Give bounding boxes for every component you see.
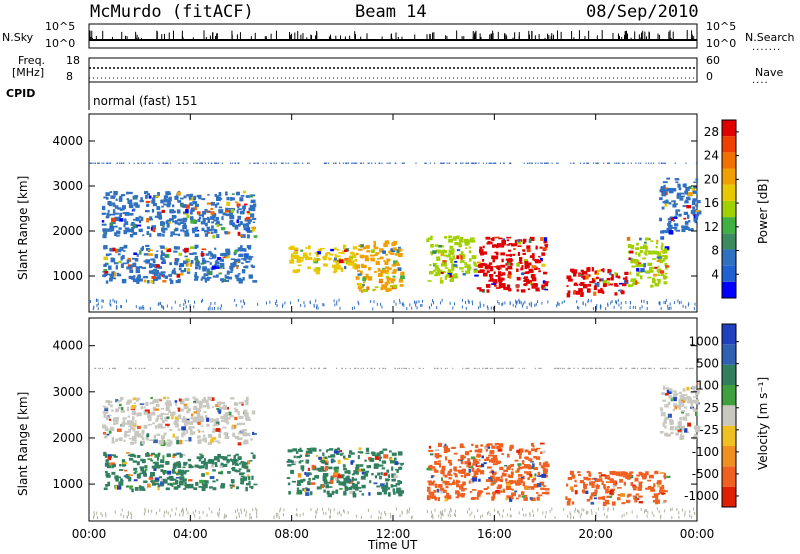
- x-tick-label: 00:00: [72, 527, 107, 541]
- y-tick-label: 1000: [52, 477, 83, 491]
- colorbar-segment: [722, 233, 736, 250]
- colorbar-segment: [722, 364, 736, 385]
- colorbar-frame: [721, 323, 737, 508]
- colorbar-segment: [722, 168, 736, 185]
- colorbar-tick-label: 12: [704, 220, 719, 234]
- colorbar-segment: [722, 217, 736, 234]
- nsearch-label: N.Search: [745, 31, 795, 44]
- y-tick-label: 4000: [52, 339, 83, 353]
- station-title: McMurdo (fitACF): [90, 2, 254, 22]
- nave-label: Nave: [755, 66, 784, 79]
- colorbar-segment: [722, 466, 736, 487]
- colorbar-segment: [722, 200, 736, 218]
- colorbar-tick-label: -100: [692, 445, 719, 459]
- velocity-panel: 1000 2000 3000 4000: [52, 317, 701, 522]
- nsky-strip: [88, 23, 698, 49]
- colorbar-tick-label: -500: [692, 467, 719, 481]
- colorbar-tick-label: 24: [704, 149, 719, 163]
- colorbar-tick-label: 100: [696, 379, 719, 393]
- x-tick-label: 16:00: [477, 527, 512, 541]
- x-tick-label: 00:00: [680, 527, 715, 541]
- colorbar-segment: [722, 425, 736, 446]
- nsearch-tick-bottom: 10^0: [706, 37, 737, 50]
- freq-label-2: [MHz]: [12, 66, 45, 79]
- colorbar-tick-label: 500: [696, 357, 719, 371]
- date-title: 08/Sep/2010: [586, 2, 699, 22]
- colorbar-segment: [722, 385, 736, 406]
- freq-tick-top: 18: [66, 54, 80, 67]
- time-axis: 00:00 04:00 08:00 12:00 16:00 20:00 00:00: [72, 114, 715, 541]
- colorbar-segment: [722, 281, 736, 298]
- colorbar-frame: [721, 119, 737, 299]
- colorbar-segment: [722, 405, 736, 426]
- colorbar-tick-label: -1000: [684, 489, 719, 503]
- y-tick-label: 4000: [52, 134, 83, 148]
- nsky-label: N.Sky: [2, 31, 34, 44]
- colorbar-tick-label: -25: [699, 423, 719, 437]
- y-tick-label: 3000: [52, 385, 83, 399]
- x-tick-label: 08:00: [274, 527, 309, 541]
- power-colorbar: 4 8 12 16 20 24 28: [704, 119, 739, 299]
- y-tick-label: 2000: [52, 224, 83, 238]
- colorbar-segment: [722, 120, 736, 137]
- colorbar-segment: [722, 265, 736, 282]
- nave-tick-top: 60: [706, 54, 720, 67]
- nsky-tick-bottom: 10^0: [45, 37, 76, 50]
- colorbar-segment: [722, 184, 736, 201]
- x-tick-label: 12:00: [376, 527, 411, 541]
- colorbar-tick-label: 25: [704, 401, 719, 415]
- y-tick-label: 2000: [52, 431, 83, 445]
- x-tick-label: 20:00: [578, 527, 613, 541]
- colorbar-tick-label: 4: [711, 267, 719, 281]
- nsearch-tick-top: 10^5: [706, 20, 737, 33]
- colorbar-tick-label: 28: [704, 125, 719, 139]
- colorbar-tick-label: 20: [704, 172, 719, 186]
- cpid-label: CPID: [6, 87, 36, 100]
- cpid-value: normal (fast) 151: [93, 94, 198, 108]
- colorbar-tick-label: 8: [711, 244, 719, 258]
- x-tick-label: 04:00: [173, 527, 208, 541]
- y-tick-label: 1000: [52, 269, 83, 283]
- beam-title: Beam 14: [355, 2, 427, 22]
- nave-legend-dots: ····: [752, 78, 769, 89]
- colorbar-segment: [722, 486, 736, 507]
- colorbar-segment: [722, 249, 736, 266]
- colorbar-tick-label: 1000: [688, 335, 719, 349]
- colorbar-segment: [722, 152, 736, 169]
- colorbar-segment: [722, 344, 736, 365]
- nave-tick-bottom: 0: [706, 70, 713, 83]
- nsearch-legend-dots: ·······: [752, 45, 782, 56]
- velocity-xlabel: Time UT: [368, 538, 418, 552]
- colorbar-tick-label: 16: [704, 196, 719, 210]
- velocity-colorbar: 1000 500 100 25 -25 -100 -500 -1000: [684, 323, 739, 508]
- freq-strip: [88, 57, 698, 83]
- freq-tick-bottom: 8: [66, 70, 73, 83]
- colorbar-segment: [722, 324, 736, 345]
- freq-label-1: Freq.: [18, 54, 46, 67]
- y-tick-label: 3000: [52, 179, 83, 193]
- colorbar-segment: [722, 446, 736, 467]
- nsky-tick-top: 10^5: [45, 20, 76, 33]
- power-panel: 1000 2000 3000 4000: [52, 113, 702, 313]
- colorbar-segment: [722, 136, 736, 153]
